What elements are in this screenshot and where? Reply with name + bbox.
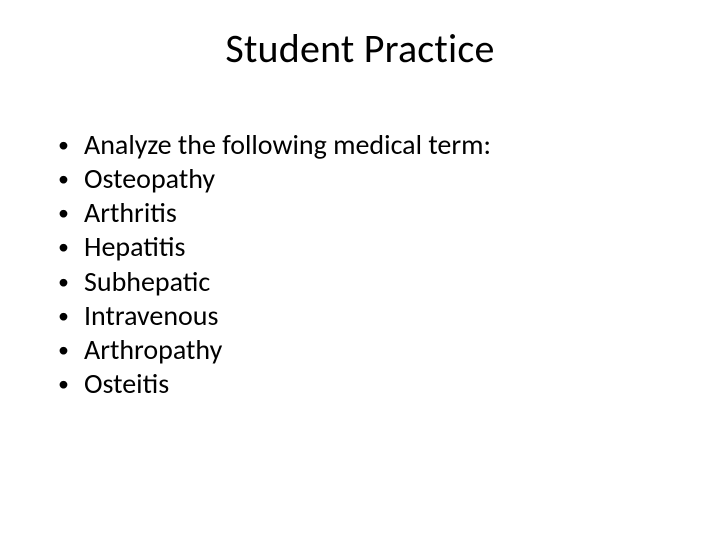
list-item: Subhepatic [52, 265, 680, 299]
list-item: Intravenous [52, 299, 680, 333]
list-item: Arthritis [52, 196, 680, 230]
list-item: Arthropathy [52, 333, 680, 367]
slide-body: Analyze the following medical term: Oste… [52, 128, 680, 401]
slide-title: Student Practice [0, 24, 720, 73]
list-item: Osteitis [52, 367, 680, 401]
list-item: Hepatitis [52, 230, 680, 264]
list-item: Osteopathy [52, 162, 680, 196]
slide: Student Practice Analyze the following m… [0, 0, 720, 540]
bullet-list: Analyze the following medical term: Oste… [52, 128, 680, 401]
list-item: Analyze the following medical term: [52, 128, 680, 162]
